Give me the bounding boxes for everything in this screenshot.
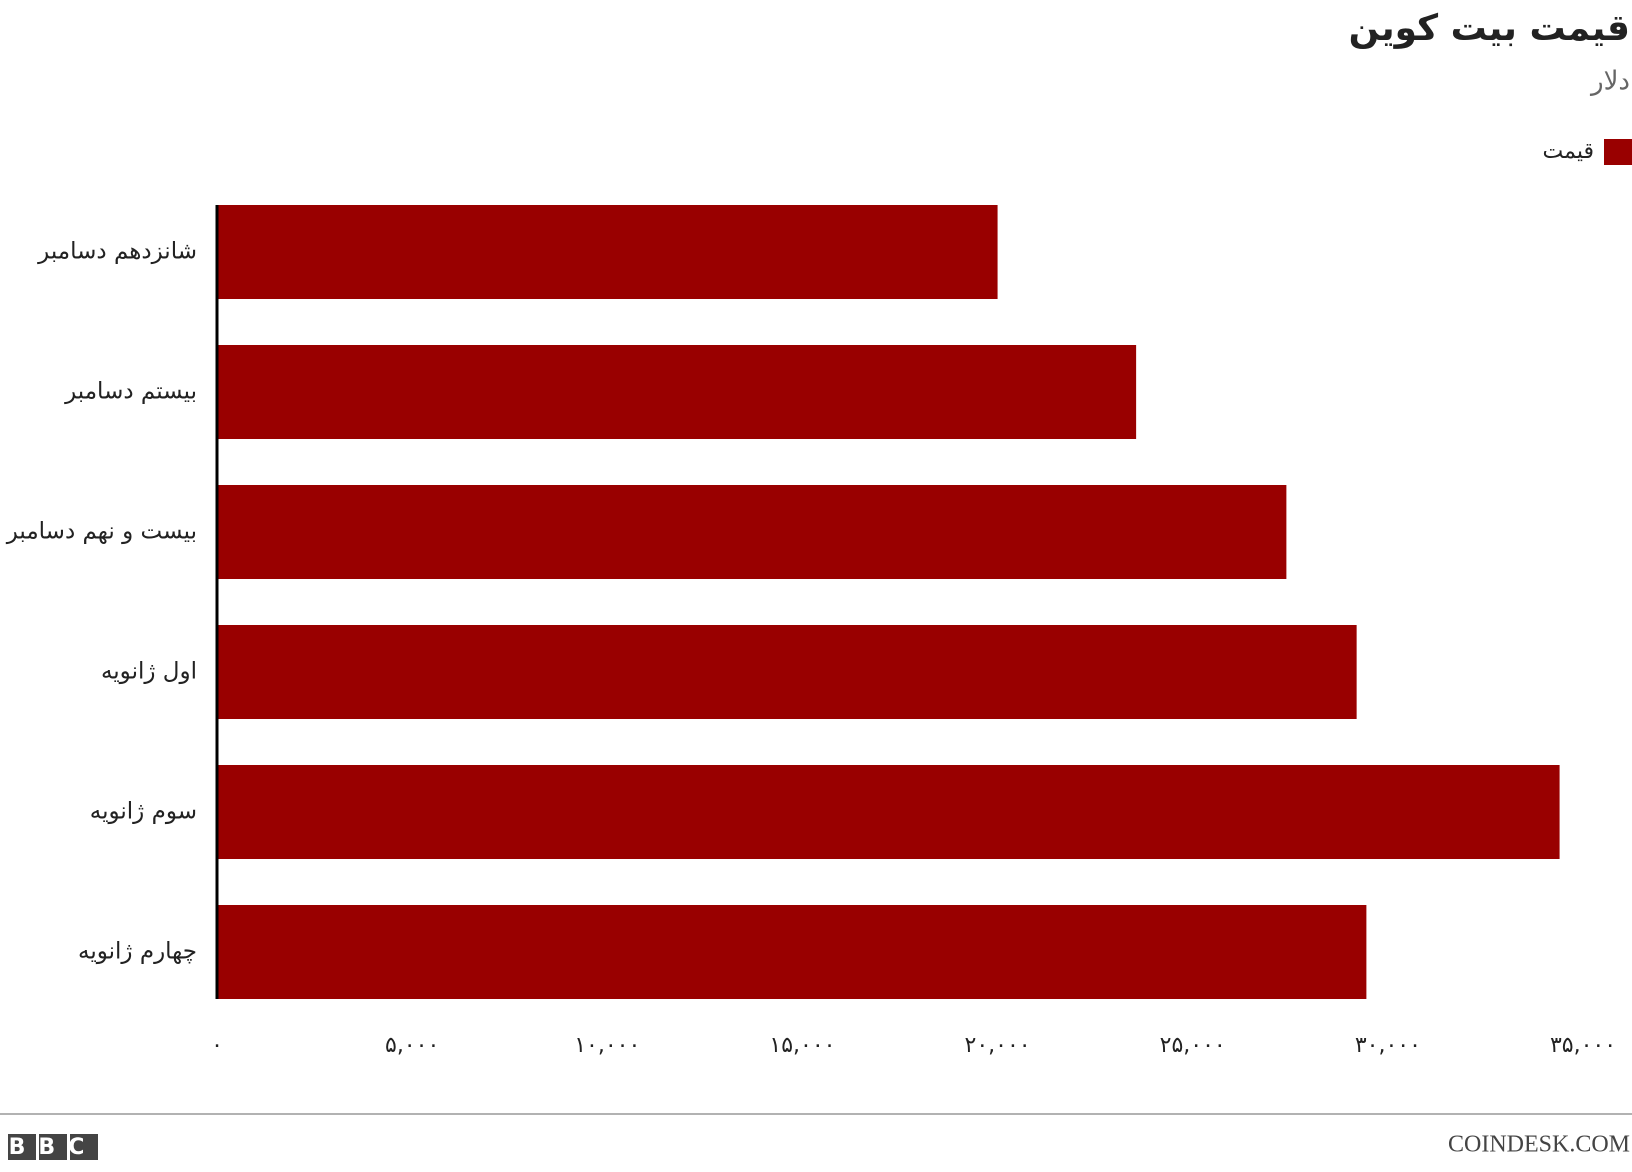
y-tick-label: اول ژانویه — [101, 659, 197, 685]
x-tick-label: ۲۰,۰۰۰ — [965, 1033, 1031, 1058]
bar — [217, 765, 1560, 859]
bar — [217, 345, 1137, 439]
bbc-logo: BBC — [8, 1134, 98, 1160]
bar — [217, 625, 1357, 719]
bar — [217, 905, 1367, 999]
legend-swatch — [1604, 139, 1632, 165]
y-tick-label: سوم ژانویه — [90, 799, 197, 825]
x-tick-label: ۳۰,۰۰۰ — [1355, 1033, 1421, 1058]
source: COINDESK.COM — [1448, 1132, 1630, 1158]
x-tick-label: ۵,۰۰۰ — [385, 1033, 439, 1058]
y-tick-label: بیست و نهم دسامبر — [6, 519, 197, 545]
x-tick-label: ۰ — [211, 1033, 223, 1058]
legend-label: قیمت — [1543, 139, 1594, 164]
logo-text: BBC — [9, 1135, 98, 1160]
x-tick-label: ۱۰,۰۰۰ — [574, 1033, 640, 1058]
bar — [217, 485, 1287, 579]
chart-subtitle: دلار — [1589, 67, 1630, 97]
x-tick-label: ۳۵,۰۰۰ — [1550, 1033, 1616, 1058]
y-tick-label: شانزدهم دسامبر — [37, 239, 197, 265]
x-tick-label: ۱۵,۰۰۰ — [769, 1033, 835, 1058]
x-tick-label: ۲۵,۰۰۰ — [1160, 1033, 1226, 1058]
y-tick-label: بیستم دسامبر — [64, 379, 197, 405]
chart-title: قیمت بیت کوین — [1349, 8, 1630, 49]
bar — [217, 205, 998, 299]
y-tick-label: چهارم ژانویه — [78, 939, 197, 965]
